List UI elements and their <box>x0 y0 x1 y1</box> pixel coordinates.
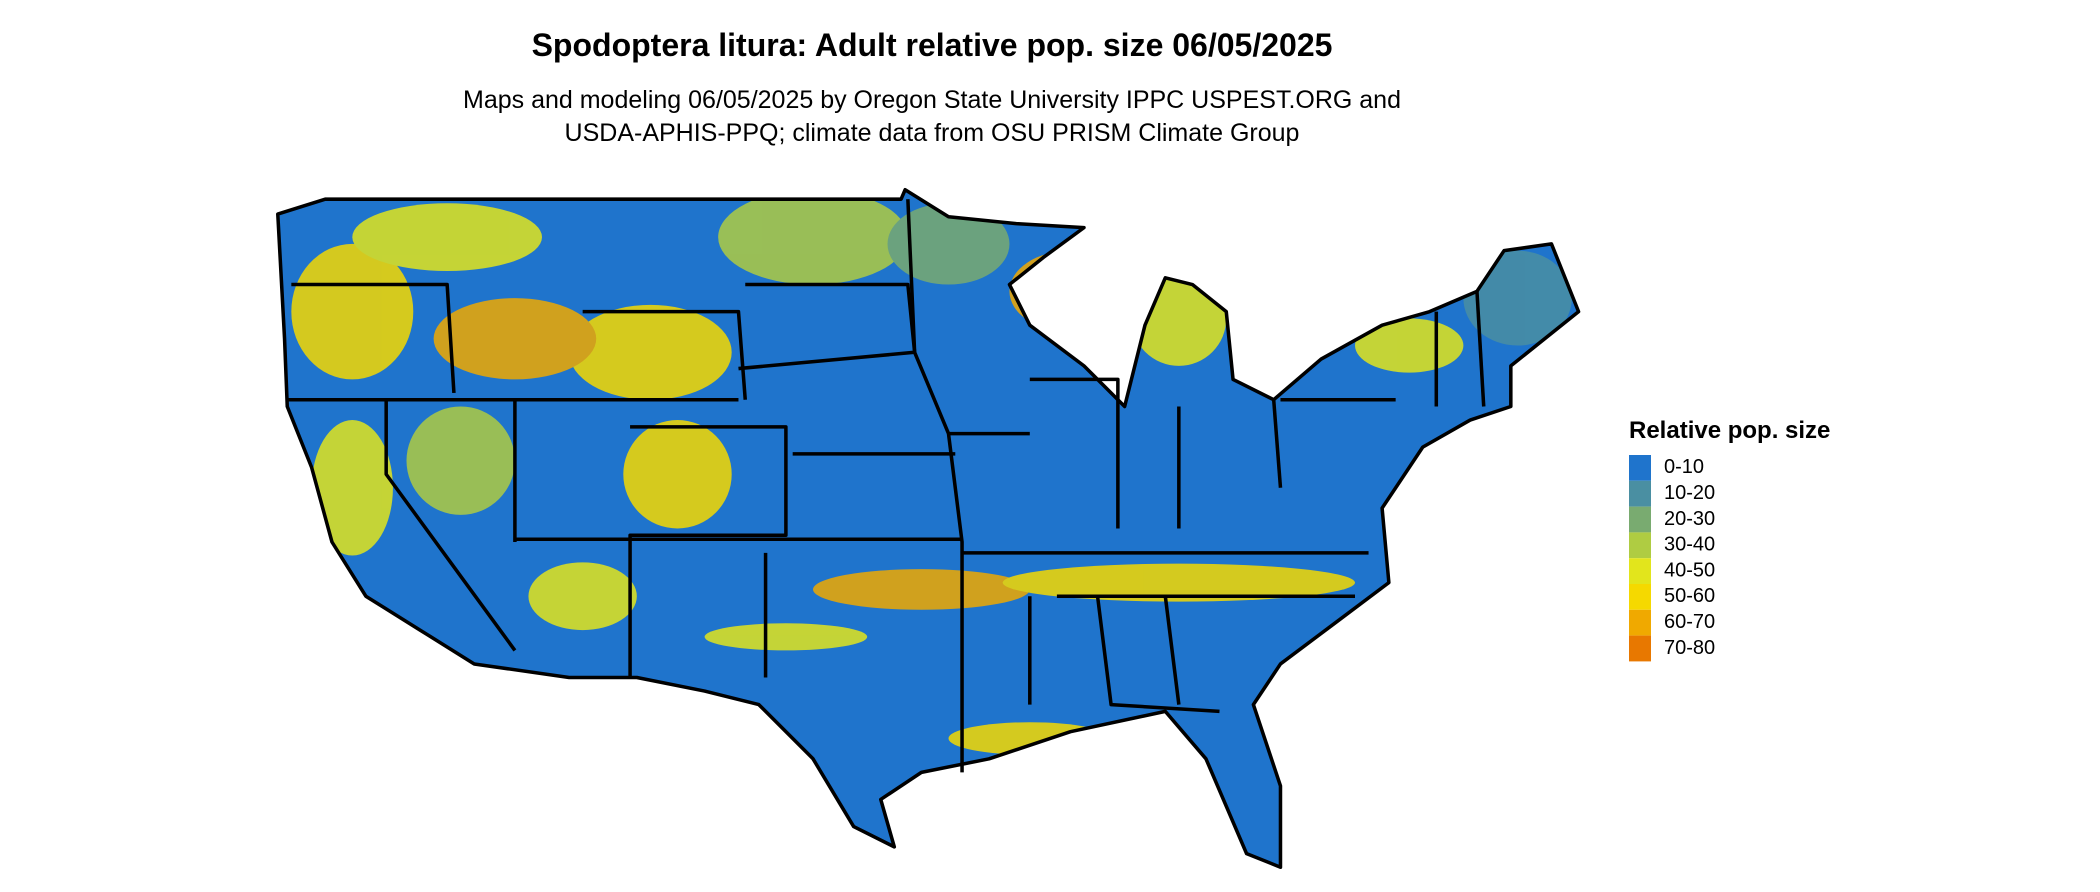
legend-swatch <box>1629 480 1651 507</box>
us-outline <box>276 187 1581 869</box>
legend-swatch <box>1629 455 1651 481</box>
legend-title: Relative pop. size <box>1629 417 1830 444</box>
legend-swatch <box>1629 506 1651 533</box>
map-title: Spodoptera litura: Adult relative pop. s… <box>532 27 1333 63</box>
us-map <box>276 187 1581 869</box>
legend-label: 70-80 <box>1664 637 1715 659</box>
legend-label: 0-10 <box>1664 456 1704 478</box>
legend-label: 20-30 <box>1664 508 1715 530</box>
state-borders <box>287 199 1486 773</box>
map-subtitle: Maps and modeling 06/05/2025 by Oregon S… <box>463 86 1401 114</box>
legend-swatch <box>1629 635 1651 662</box>
map-subtitle: USDA-APHIS-PPQ; climate data from OSU PR… <box>565 119 1300 147</box>
legend-swatch <box>1629 584 1651 610</box>
population-patches <box>291 189 1572 755</box>
legend-swatch <box>1629 532 1651 559</box>
legend-label: 30-40 <box>1664 534 1715 556</box>
legend-swatch <box>1629 609 1651 636</box>
legend: Relative pop. size 0-10 10-20 20-30 30-40 40… <box>1629 417 1830 662</box>
legend-swatch <box>1629 558 1651 584</box>
legend-label: 60-70 <box>1664 611 1715 633</box>
legend-label: 10-20 <box>1664 482 1715 504</box>
legend-label: 40-50 <box>1664 559 1715 581</box>
legend-label: 50-60 <box>1664 585 1715 607</box>
